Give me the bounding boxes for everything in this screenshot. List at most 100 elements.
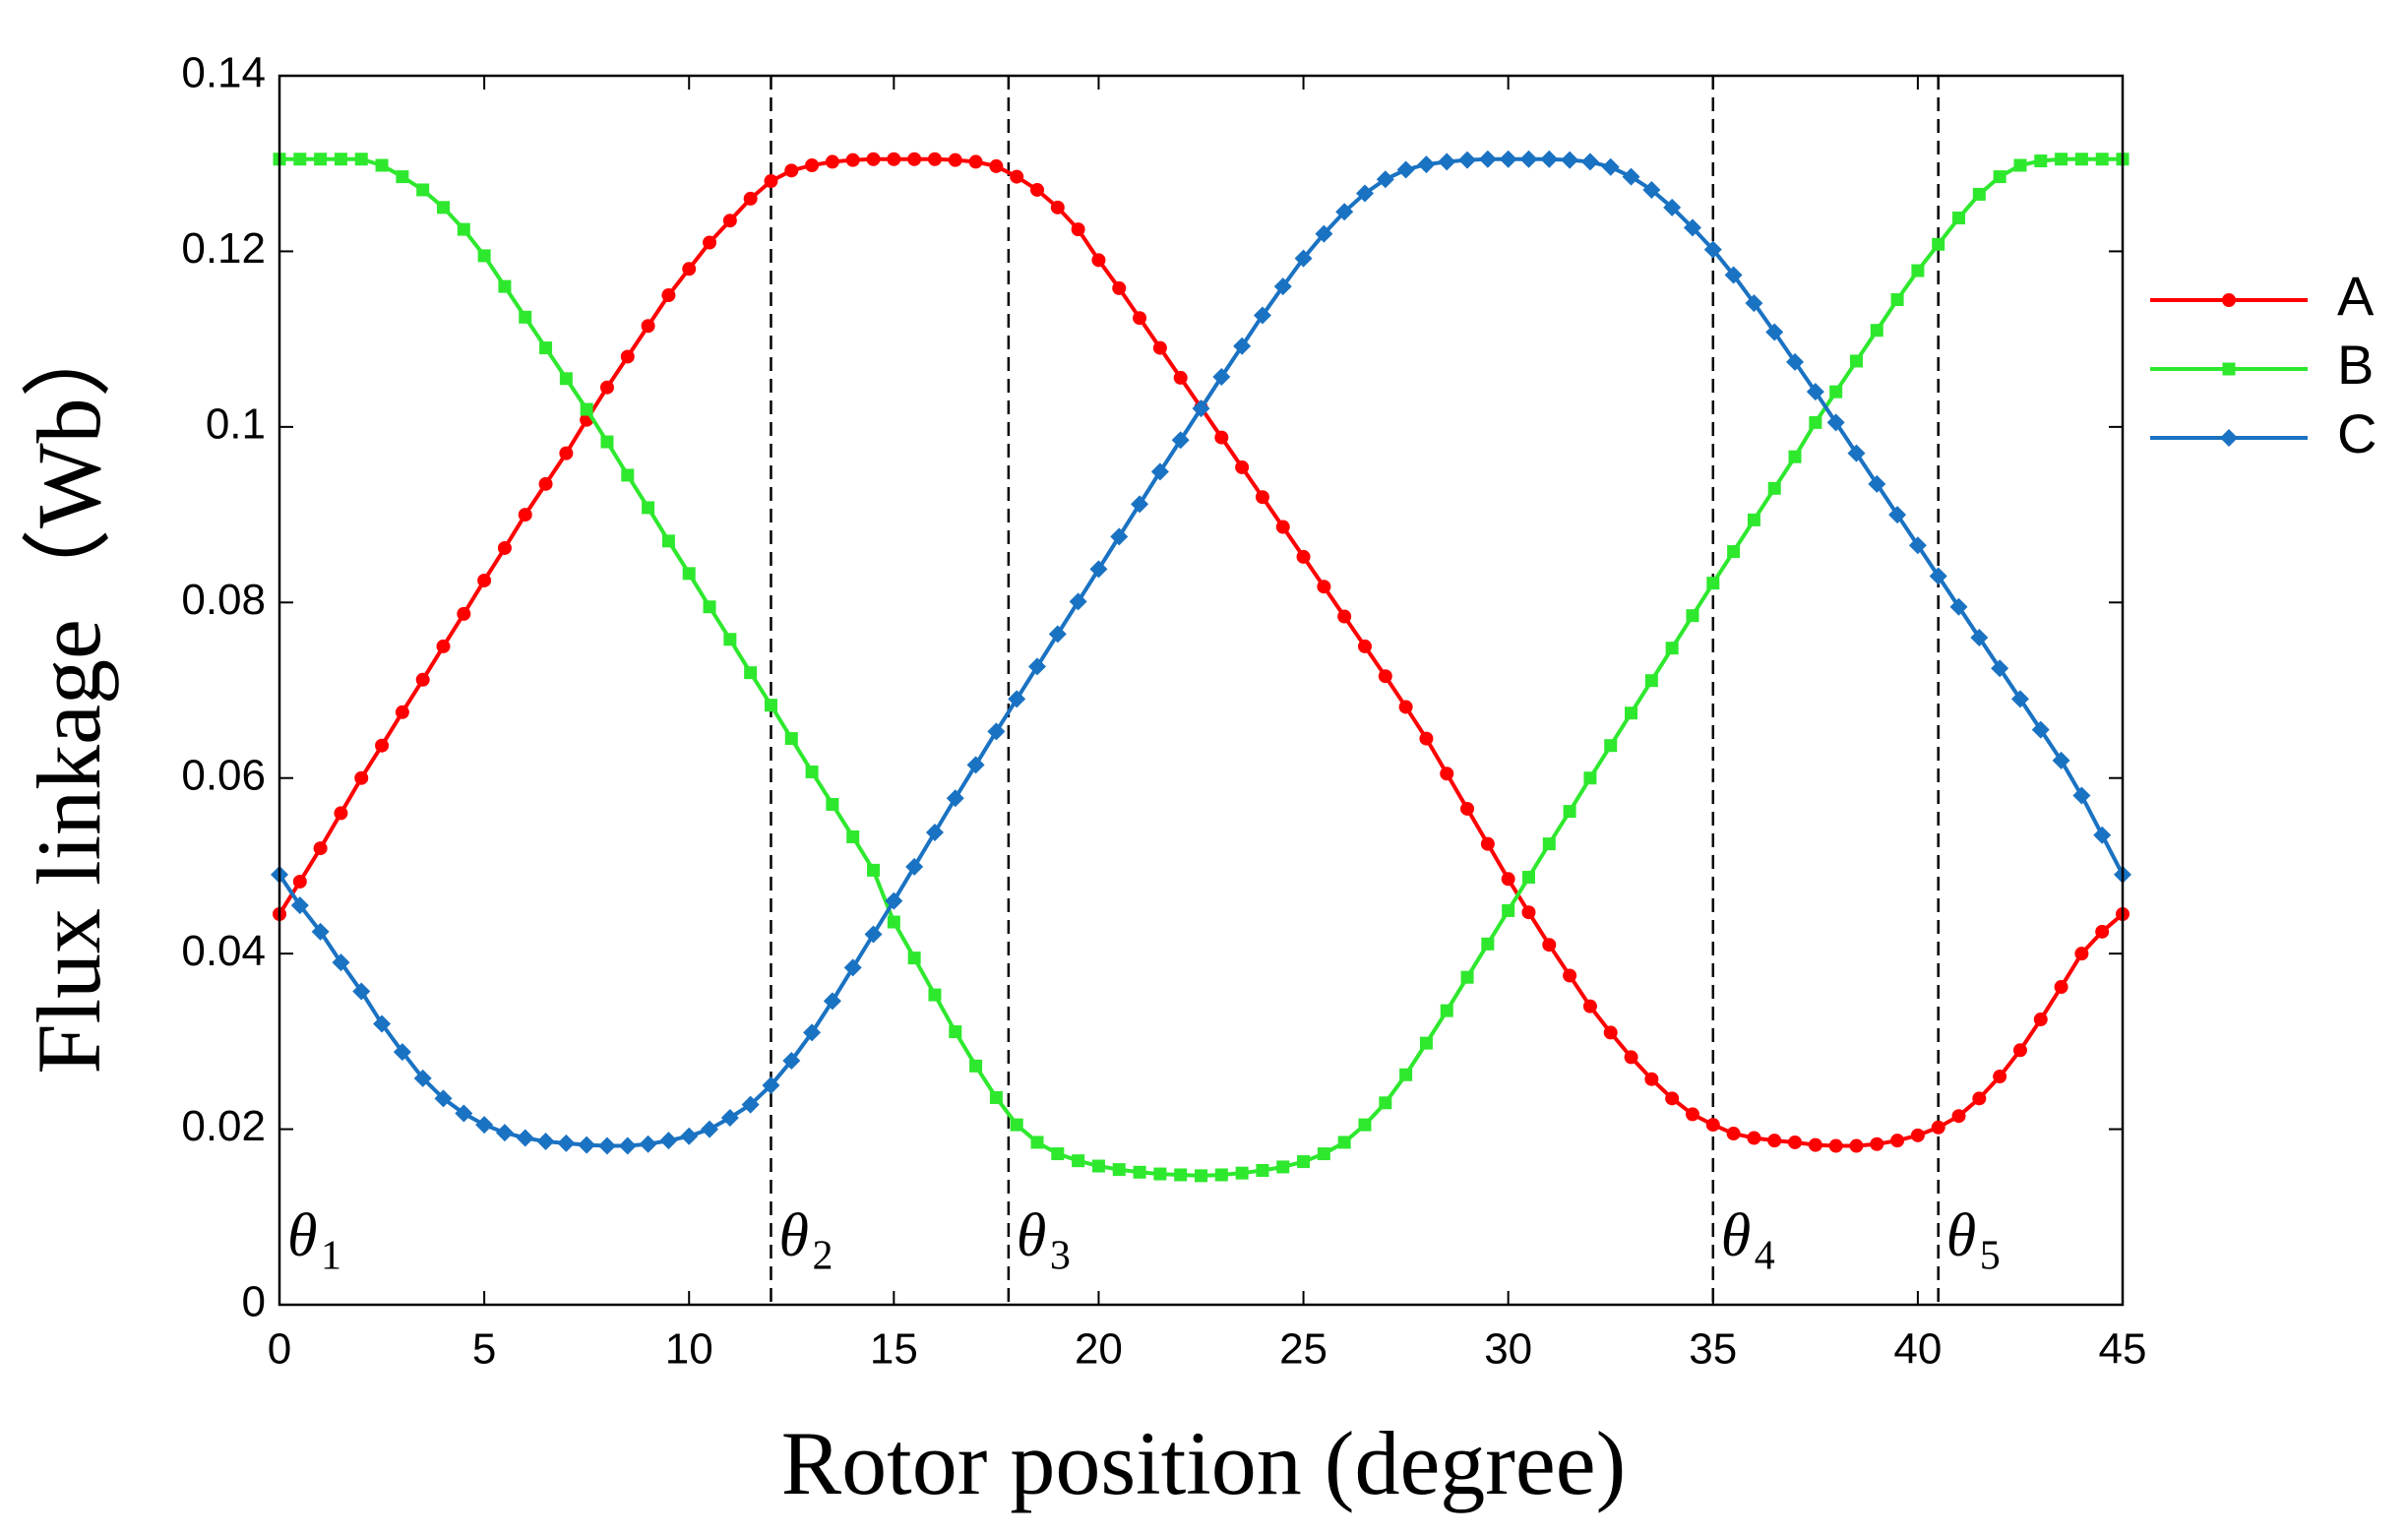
marker — [864, 925, 883, 944]
marker — [1379, 1096, 1392, 1110]
x-tick-label: 40 — [1893, 1325, 1942, 1374]
marker — [925, 824, 944, 842]
marker — [2093, 826, 2112, 844]
y-tick-label: 0.08 — [181, 576, 266, 624]
marker — [354, 770, 369, 785]
marker — [846, 829, 860, 843]
annotation: θ — [1946, 1202, 1976, 1269]
x-tick-label: 0 — [268, 1325, 291, 1374]
legend-label: C — [2337, 402, 2377, 464]
marker — [1951, 1109, 1966, 1124]
marker — [2074, 947, 2089, 961]
marker — [1642, 180, 1661, 199]
marker — [1069, 592, 1087, 611]
marker — [2033, 1013, 2048, 1027]
marker — [723, 633, 737, 646]
marker — [1542, 837, 1556, 851]
marker — [1173, 370, 1188, 385]
marker — [2072, 786, 2091, 805]
y-tick-label: 0.14 — [181, 49, 266, 97]
marker — [475, 1116, 494, 1135]
marker — [1788, 450, 1802, 463]
marker — [1112, 280, 1127, 295]
marker — [1724, 266, 1743, 284]
marker — [1993, 170, 2007, 184]
marker — [744, 666, 758, 680]
marker — [1460, 801, 1475, 816]
y-tick-label: 0.02 — [181, 1102, 266, 1150]
annotation-subscript: 5 — [1980, 1234, 2001, 1279]
marker — [1888, 506, 1907, 524]
marker — [1580, 153, 1599, 171]
annotation: θ — [778, 1202, 808, 1269]
marker — [1398, 700, 1413, 714]
marker — [1502, 903, 1515, 917]
marker — [803, 1023, 822, 1042]
marker — [885, 891, 903, 910]
marker — [416, 183, 430, 197]
marker — [1747, 513, 1760, 526]
marker — [559, 446, 574, 460]
marker — [434, 1089, 453, 1108]
marker — [1153, 1167, 1167, 1181]
marker — [1419, 731, 1434, 746]
marker — [497, 540, 512, 555]
marker — [395, 705, 409, 719]
marker — [1931, 1120, 1945, 1135]
marker — [1133, 1165, 1146, 1179]
marker — [580, 402, 593, 416]
marker — [1582, 999, 1597, 1013]
marker — [1317, 1147, 1330, 1161]
marker — [2034, 154, 2048, 168]
marker — [293, 153, 307, 166]
marker — [1625, 706, 1638, 720]
marker — [2013, 158, 2027, 172]
marker — [2095, 924, 2110, 939]
y-tick-label: 0.1 — [206, 399, 266, 448]
marker — [1276, 1160, 1290, 1174]
marker — [1727, 545, 1741, 559]
marker — [1952, 212, 1966, 225]
marker — [1829, 385, 1843, 399]
marker — [1683, 218, 1701, 237]
marker — [1233, 337, 1252, 355]
marker — [845, 153, 860, 167]
marker — [396, 170, 409, 184]
marker — [989, 158, 1004, 173]
marker — [1152, 340, 1167, 355]
marker — [968, 154, 983, 169]
marker — [334, 806, 348, 821]
marker — [680, 1127, 699, 1145]
marker — [641, 319, 655, 334]
marker — [867, 863, 881, 877]
marker — [538, 476, 553, 491]
marker — [927, 152, 942, 166]
marker — [436, 201, 450, 215]
marker — [1685, 1107, 1699, 1122]
marker — [2222, 293, 2236, 307]
marker — [1478, 150, 1497, 168]
marker — [600, 435, 614, 449]
marker — [1131, 495, 1149, 514]
legend-label: A — [2337, 265, 2375, 327]
x-tick-label: 30 — [1484, 1325, 1532, 1374]
marker — [825, 154, 839, 169]
annotation-subscript: 2 — [812, 1234, 833, 1279]
marker — [1460, 970, 1474, 984]
marker — [1870, 1136, 1884, 1151]
marker — [1192, 399, 1210, 418]
marker — [1519, 150, 1538, 168]
marker — [1542, 938, 1557, 952]
marker — [1335, 203, 1354, 221]
marker — [1706, 577, 1720, 590]
marker — [701, 1120, 719, 1138]
marker — [495, 1124, 514, 1142]
marker — [1868, 474, 1886, 493]
marker — [823, 992, 841, 1011]
marker — [1214, 1168, 1228, 1182]
marker — [1644, 674, 1658, 688]
marker — [1993, 1070, 2007, 1084]
marker — [1929, 567, 1947, 585]
marker — [2055, 153, 2068, 166]
x-axis-title: Rotor position (degree) — [781, 1413, 1626, 1513]
